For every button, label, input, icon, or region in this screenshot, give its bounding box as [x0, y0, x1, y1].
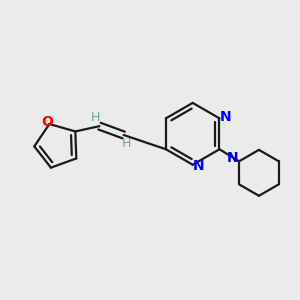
- Text: N: N: [227, 152, 239, 165]
- Text: O: O: [41, 115, 53, 129]
- Text: H: H: [122, 137, 131, 150]
- Text: H: H: [91, 111, 100, 124]
- Text: N: N: [220, 110, 231, 124]
- Text: N: N: [193, 159, 204, 173]
